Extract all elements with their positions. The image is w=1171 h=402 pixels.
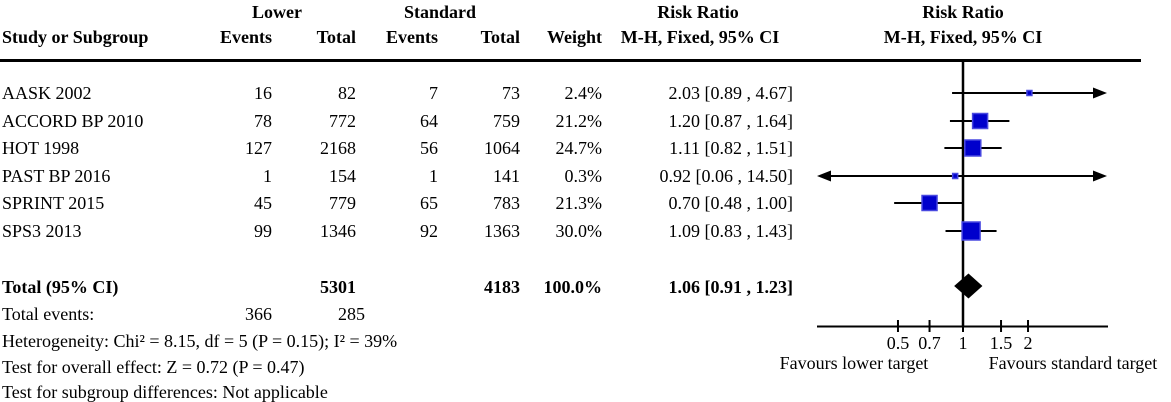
total-weight: 100.0% <box>543 277 603 297</box>
events-standard: 92 <box>420 221 438 241</box>
axis-tick-label: 1.5 <box>990 333 1013 353</box>
risk-ratio-ci: 1.20 [0.87 , 1.64] <box>668 111 794 131</box>
total2-col-header: Total <box>480 27 520 47</box>
events-lower: 78 <box>254 111 272 131</box>
weight-value: 21.2% <box>555 111 603 131</box>
total-standard: 783 <box>493 193 520 213</box>
rr-column-title: Risk Ratio <box>657 2 739 22</box>
total-lower: 1346 <box>320 221 356 241</box>
total-label: Total (95% CI) <box>2 277 119 297</box>
total-standard: 759 <box>493 111 520 131</box>
events-standard: 65 <box>420 193 438 213</box>
axis-tick-label: 0.7 <box>918 333 941 353</box>
ci-arrowhead <box>1093 87 1107 99</box>
rr-column-subtitle: M-H, Fixed, 95% CI <box>620 27 780 47</box>
weight-value: 2.4% <box>564 83 603 103</box>
subgroup-test: Test for subgroup differences: Not appli… <box>2 382 328 402</box>
total-n2: 4183 <box>484 277 520 297</box>
total-lower: 154 <box>329 166 356 186</box>
total1-col-header: Total <box>316 27 356 47</box>
study-name: ACCORD BP 2010 <box>2 111 144 131</box>
study-name: SPRINT 2015 <box>2 193 105 213</box>
study-name: HOT 1998 <box>2 138 80 158</box>
events1-col-header: Events <box>219 27 272 47</box>
events-standard: 56 <box>420 138 438 158</box>
events-standard: 64 <box>420 111 438 131</box>
group1-header: Lower <box>252 2 302 22</box>
study-col-header: Study or Subgroup <box>2 27 149 47</box>
ci-arrowhead <box>1093 170 1107 182</box>
events-standard: 7 <box>429 83 438 103</box>
study-name: PAST BP 2016 <box>2 166 111 186</box>
weight-value: 24.7% <box>555 138 603 158</box>
rr-plot-title: Risk Ratio <box>922 2 1004 22</box>
study-name: AASK 2002 <box>2 83 92 103</box>
effect-square <box>971 112 989 130</box>
effect-square <box>961 221 981 241</box>
total-lower: 779 <box>329 193 356 213</box>
axis-tick-label: 0.5 <box>887 333 910 353</box>
total-standard: 141 <box>493 166 520 186</box>
effect-square <box>921 194 938 212</box>
risk-ratio-ci: 2.03 [0.89 , 4.67] <box>668 83 794 103</box>
risk-ratio-ci: 1.11 [0.82 , 1.51] <box>669 138 793 158</box>
total-lower: 82 <box>338 83 356 103</box>
events-lower: 127 <box>245 138 272 158</box>
events-standard: 1 <box>429 166 438 186</box>
header-separator <box>0 59 1141 62</box>
overall-effect-test: Test for overall effect: Z = 0.72 (P = 0… <box>2 357 305 377</box>
events2-col-header: Events <box>385 27 438 47</box>
total-rr-ci: 1.06 [0.91 , 1.23] <box>668 277 794 297</box>
events-lower: 1 <box>263 166 272 186</box>
ci-arrowhead <box>817 170 831 182</box>
risk-ratio-ci: 0.70 [0.48 , 1.00] <box>668 193 794 213</box>
total-events-1: 366 <box>245 304 272 324</box>
total-lower: 772 <box>329 111 356 131</box>
risk-ratio-ci: 0.92 [0.06 , 14.50] <box>659 166 794 186</box>
total-lower: 2168 <box>320 138 356 158</box>
events-lower: 45 <box>254 193 272 213</box>
total-standard: 1064 <box>484 138 520 158</box>
risk-ratio-ci: 1.09 [0.83 , 1.43] <box>668 221 794 241</box>
events-lower: 16 <box>254 83 272 103</box>
total-events-label: Total events: <box>2 304 95 324</box>
effect-square <box>1026 89 1033 97</box>
weight-value: 30.0% <box>555 221 603 241</box>
summary-diamond <box>954 273 983 299</box>
total-events-2: 285 <box>338 304 365 324</box>
weight-value: 21.3% <box>555 193 603 213</box>
study-name: SPS3 2013 <box>2 221 82 241</box>
total-n1: 5301 <box>320 277 356 297</box>
axis-tick-label: 2 <box>1024 333 1033 353</box>
axis-tick-label: 1 <box>959 333 968 353</box>
weight-col-header: Weight <box>546 27 602 47</box>
total-standard: 73 <box>502 83 520 103</box>
weight-value: 0.3% <box>564 166 603 186</box>
events-lower: 99 <box>254 221 272 241</box>
effect-square <box>951 172 959 180</box>
rr-plot-subtitle: M-H, Fixed, 95% CI <box>883 27 1043 47</box>
group2-header: Standard <box>403 2 477 22</box>
heterogeneity-stats: Heterogeneity: Chi² = 8.15, df = 5 (P = … <box>2 331 398 351</box>
effect-square <box>964 139 982 157</box>
favours-left-label: Favours lower target <box>779 353 929 373</box>
favours-right-label: Favours standard target <box>988 353 1158 373</box>
total-standard: 1363 <box>484 221 520 241</box>
